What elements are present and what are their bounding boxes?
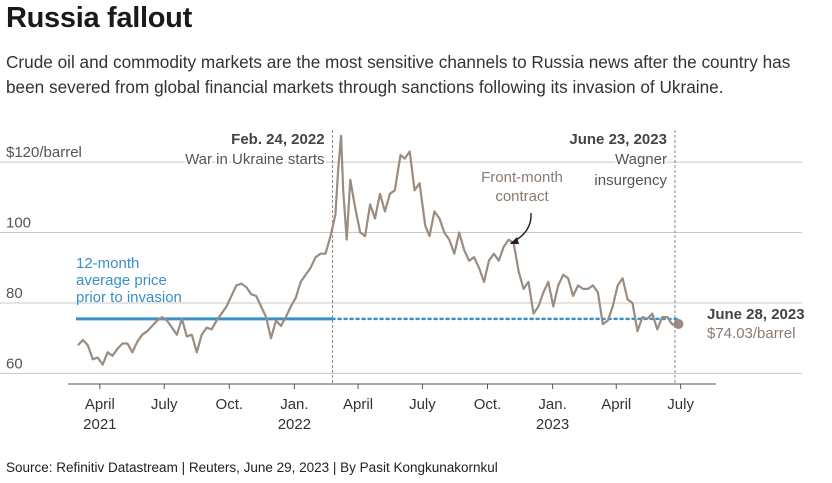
y-tick-label: 80 — [6, 285, 23, 302]
x-tick-year-label: 2021 — [83, 416, 116, 433]
contract-arrowhead — [510, 237, 519, 244]
x-tick-label: July — [409, 396, 436, 413]
chart-subtitle: Crude oil and commodity markets are the … — [6, 52, 791, 97]
y-tick-label: 60 — [6, 355, 23, 372]
contract-label: Front-month — [481, 169, 563, 186]
contract-arrow — [510, 212, 532, 244]
event-description-label: insurgency — [594, 172, 667, 189]
x-tick-year-label: 2023 — [536, 416, 569, 433]
average-price-label: 12-month — [76, 255, 139, 272]
end-date-label: June 28, 2023 — [707, 306, 805, 323]
x-tick-label: April — [85, 396, 115, 413]
event-description-label: War in Ukraine starts — [185, 151, 324, 168]
event-date-label: Feb. 24, 2022 — [231, 131, 324, 148]
average-price-label: prior to invasion — [76, 289, 182, 306]
y-tick-label: $120/barrel — [6, 144, 82, 161]
latest-price-dot — [673, 319, 684, 330]
event-description-label: Wagner — [615, 151, 667, 168]
x-tick-label: April — [343, 396, 373, 413]
x-tick-label: July — [667, 396, 694, 413]
x-tick-label: Oct. — [216, 396, 244, 413]
end-value-label: $74.03/barrel — [707, 325, 795, 342]
event-date-label: June 23, 2023 — [569, 131, 667, 148]
front-month-price-line — [77, 134, 680, 366]
x-tick-label: July — [151, 396, 178, 413]
contract-label: contract — [495, 188, 549, 205]
x-tick-label: April — [601, 396, 631, 413]
x-tick-year-label: 2022 — [278, 416, 311, 433]
x-tick-label: Jan. — [280, 396, 308, 413]
x-tick-label: Oct. — [474, 396, 502, 413]
chart-title: Russia fallout — [6, 2, 192, 34]
x-tick-label: Jan. — [538, 396, 566, 413]
y-tick-label: 100 — [6, 215, 31, 232]
average-price-label: average price — [76, 272, 167, 289]
source-note: Source: Refinitiv Datastream | Reuters, … — [6, 460, 498, 475]
